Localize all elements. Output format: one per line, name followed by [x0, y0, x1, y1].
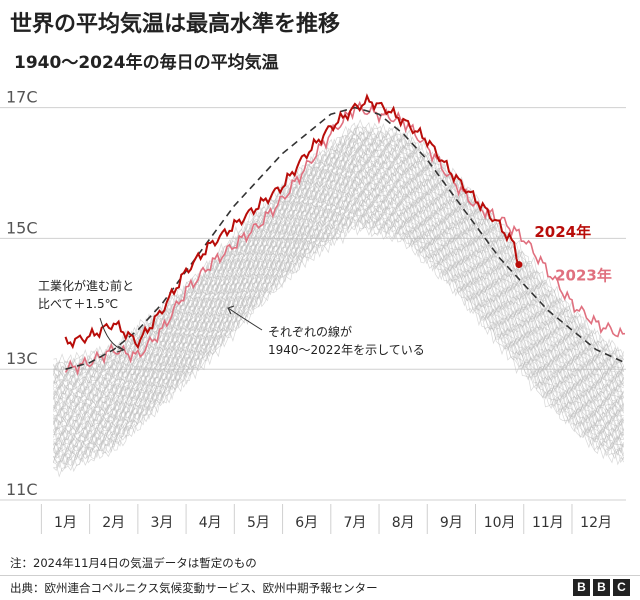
bbc-logo: B B C: [573, 579, 630, 596]
history-line-12: [53, 199, 624, 455]
baseline-label-line2: 比べて＋1.5℃: [38, 297, 118, 311]
history-line-38: [53, 156, 624, 408]
history-label-arrowhead: [227, 305, 235, 315]
footer-divider: [0, 575, 640, 576]
label-2024: 2024年: [534, 223, 591, 241]
history-line-45: [53, 145, 624, 398]
history-line-59: [53, 119, 624, 371]
history-line-54: [53, 130, 624, 379]
data-note: 注：2024年11月4日の気温データは暫定のもの: [10, 556, 257, 570]
y-tick-label-0: 11C: [6, 480, 38, 499]
x-tick-label-10: 11月: [532, 515, 564, 531]
history-line-24: [53, 177, 624, 431]
y-tick-label-3: 17C: [6, 88, 38, 107]
history-label-pointer: [227, 307, 263, 331]
grid-layer: [0, 107, 626, 534]
axis-labels: 11C 13C 15C 17C 1月 2月 3月 4月 5月 6月 7月 8月 9月 10月 11月 12月: [6, 88, 612, 531]
x-tick-label-7: 8月: [392, 515, 415, 531]
history-line-31: [53, 170, 624, 423]
x-tick-label-2: 3月: [151, 515, 174, 531]
x-tick-label-5: 6月: [295, 515, 318, 531]
history-lines: [53, 119, 624, 478]
x-tick-label-11: 12月: [580, 515, 612, 531]
history-line-8: [53, 207, 624, 463]
history-line-3: [53, 212, 624, 469]
baseline-label-arrowhead: [116, 345, 126, 353]
history-line-22: [53, 181, 624, 436]
history-label-line2: 1940〜2022年を示している: [268, 343, 425, 357]
history-line-58: [53, 122, 624, 373]
series-2023-line: [64, 100, 626, 376]
x-tick-label-0: 1月: [54, 515, 77, 531]
y-tick-label-2: 15C: [6, 218, 38, 237]
series-lines: [64, 93, 626, 376]
history-line-36: [53, 156, 624, 411]
chart-subtitle: 1940〜2024年の毎日の平均気温: [14, 53, 279, 73]
series-2024-endpoint: [515, 261, 523, 269]
baseline-label-line1: 工業化が進む前と: [38, 278, 134, 293]
series-2024-line: [64, 93, 520, 350]
history-line-56: [53, 126, 624, 376]
history-line-44: [53, 146, 624, 396]
chart-title: 世界の平均気温は最高水準を推移: [10, 12, 341, 37]
bbc-logo-b2: B: [593, 579, 610, 596]
x-tick-label-4: 5月: [247, 515, 270, 531]
history-label-line1: それぞれの線が: [268, 324, 352, 339]
baseline-label-pointer: [99, 317, 125, 351]
label-2023: 2023年: [555, 266, 612, 284]
baseline-dashed-line: [65, 106, 626, 370]
history-line-19: [53, 190, 624, 444]
x-tick-label-1: 2月: [102, 515, 125, 531]
history-line-23: [53, 178, 624, 435]
history-line-47: [53, 137, 624, 389]
history-line-26: [53, 176, 624, 432]
history-line-17: [53, 190, 624, 447]
bbc-logo-b1: B: [573, 579, 590, 596]
x-tick-label-3: 4月: [199, 515, 222, 531]
history-line-9: [53, 200, 624, 457]
x-tick-label-6: 7月: [343, 515, 366, 531]
history-line-33: [53, 163, 624, 417]
x-tick-label-9: 10月: [484, 515, 516, 531]
bbc-logo-c: C: [613, 579, 630, 596]
history-line-10: [53, 200, 624, 455]
data-source: 出典：欧州連合コペルニクス気候変動サービス、欧州中期予報センター: [10, 581, 378, 595]
x-tick-label-8: 9月: [440, 515, 463, 531]
y-tick-label-1: 13C: [6, 349, 38, 368]
